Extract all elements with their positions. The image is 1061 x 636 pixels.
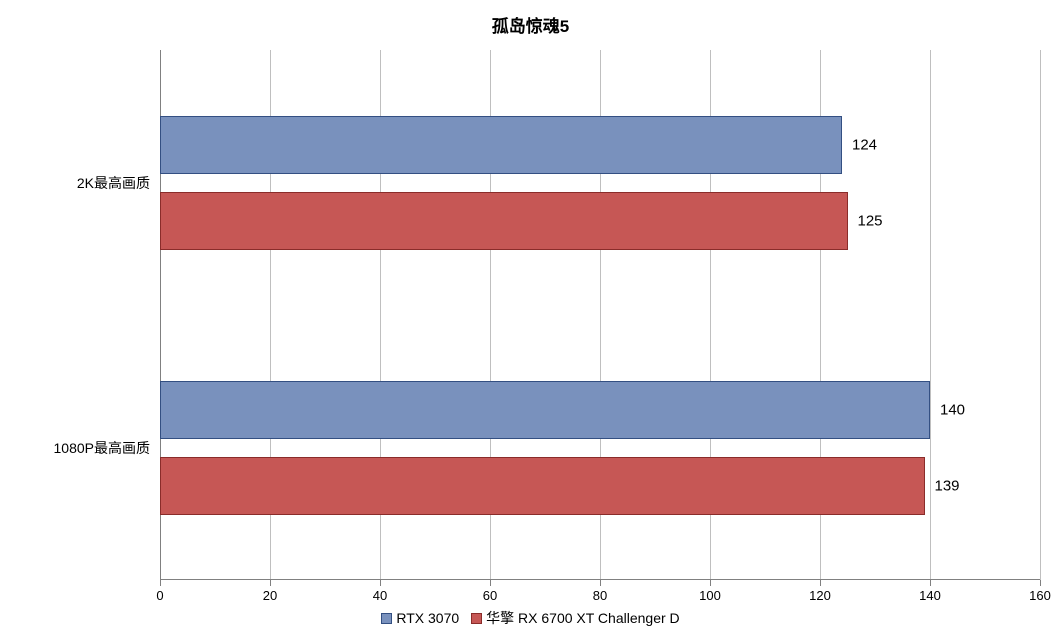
x-tick-label: 40 bbox=[373, 588, 387, 603]
legend-item: 华擎 RX 6700 XT Challenger D bbox=[471, 608, 680, 628]
x-tick-label: 80 bbox=[593, 588, 607, 603]
chart-container: 孤岛惊魂5 0 20 40 60 80 100 120 140 160 2K最高画质 124 125 1… bbox=[0, 0, 1061, 636]
category-label: 2K最高画质 bbox=[77, 173, 150, 193]
x-tick bbox=[380, 580, 381, 586]
x-tick-label: 160 bbox=[1029, 588, 1051, 603]
x-tick-label: 120 bbox=[809, 588, 831, 603]
chart-title: 孤岛惊魂5 bbox=[0, 0, 1061, 37]
legend-item: RTX 3070 bbox=[381, 610, 459, 626]
x-tick-label: 140 bbox=[919, 588, 941, 603]
x-tick-label: 20 bbox=[263, 588, 277, 603]
gridline bbox=[930, 50, 931, 580]
x-tick-label: 100 bbox=[699, 588, 721, 603]
x-tick bbox=[490, 580, 491, 586]
legend-swatch bbox=[381, 613, 392, 624]
x-tick bbox=[820, 580, 821, 586]
x-tick-label: 60 bbox=[483, 588, 497, 603]
legend-label: RTX 3070 bbox=[396, 610, 459, 626]
x-tick bbox=[600, 580, 601, 586]
x-tick bbox=[710, 580, 711, 586]
value-label: 139 bbox=[925, 477, 960, 494]
x-tick bbox=[1040, 580, 1041, 586]
legend-label: 华擎 RX 6700 XT Challenger D bbox=[486, 610, 680, 626]
value-label: 124 bbox=[842, 136, 877, 153]
bar bbox=[160, 116, 842, 174]
value-label: 125 bbox=[848, 212, 883, 229]
x-tick bbox=[270, 580, 271, 586]
category-label: 1080P最高画质 bbox=[54, 438, 150, 458]
legend: RTX 3070 华擎 RX 6700 XT Challenger D bbox=[0, 608, 1061, 628]
bar bbox=[160, 192, 848, 250]
gridline bbox=[1040, 50, 1041, 580]
value-label: 140 bbox=[930, 401, 965, 418]
bar bbox=[160, 381, 930, 439]
x-tick-label: 0 bbox=[156, 588, 163, 603]
x-tick bbox=[930, 580, 931, 586]
legend-swatch bbox=[471, 613, 482, 624]
bar bbox=[160, 457, 925, 515]
x-axis bbox=[160, 579, 1040, 580]
plot-area: 0204060801001201401602K最高画质1241251080P最高… bbox=[160, 50, 1040, 580]
x-tick bbox=[160, 580, 161, 586]
